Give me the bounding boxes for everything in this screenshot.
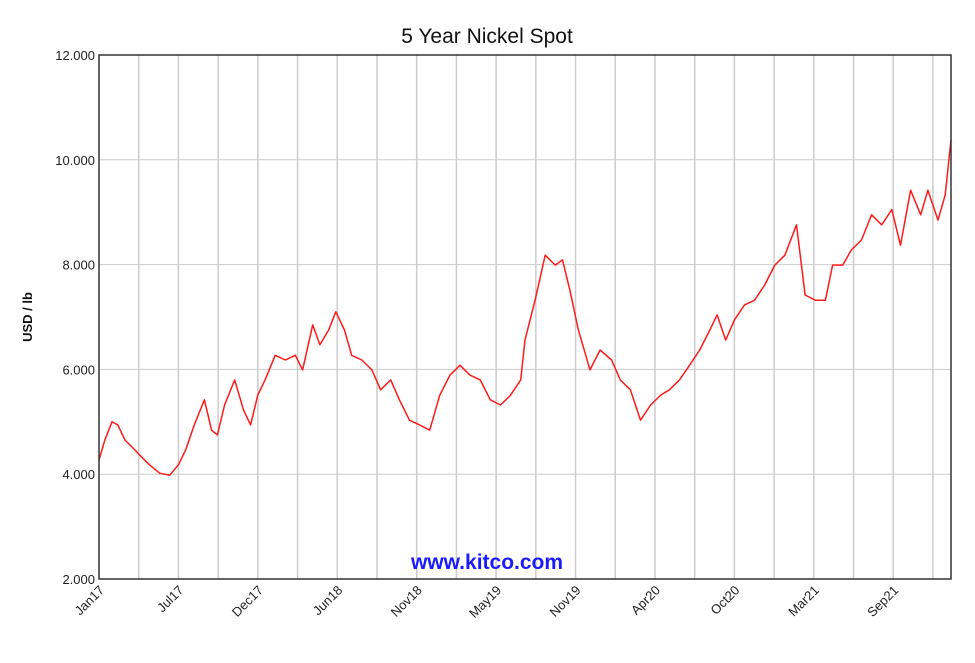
y-tick-label: 12.000 [55, 48, 95, 63]
x-tick-label: Mar21 [785, 583, 822, 620]
x-tick-label: Oct20 [707, 583, 742, 618]
series-line-nickel-spot [98, 139, 952, 476]
x-tick-label: Nov18 [388, 583, 425, 620]
y-tick-label: 4.000 [62, 467, 95, 482]
x-tick-label: Apr20 [628, 583, 663, 618]
watermark: www.kitco.com [410, 551, 563, 574]
y-tick-label: 6.000 [62, 362, 95, 377]
grid [99, 54, 951, 580]
y-tick-label: 2.000 [62, 572, 95, 587]
series-group [98, 139, 952, 476]
chart-title: 5 Year Nickel Spot [401, 25, 573, 48]
x-tick-labels: Jan17 Jul17 Dec17 Jun18 Nov18 May19 Nov19 Apr20… [71, 583, 901, 621]
plot-frame [98, 54, 952, 580]
y-axis-label: USD / lb [20, 292, 35, 342]
y-tick-label: 8.000 [62, 258, 95, 273]
x-tick-label: Sep21 [864, 583, 901, 620]
x-tick-label: Jul17 [154, 583, 187, 616]
y-tick-labels: 2.000 4.000 6.000 8.000 10.000 12.000 [55, 48, 95, 587]
x-tick-label: Nov19 [546, 583, 583, 620]
x-tick-label: Jan17 [71, 583, 107, 619]
x-tick-label: Jun18 [310, 583, 346, 619]
x-tick-label: Dec17 [229, 583, 266, 620]
x-tick-label: May19 [466, 583, 504, 621]
y-tick-label: 10.000 [55, 153, 95, 168]
